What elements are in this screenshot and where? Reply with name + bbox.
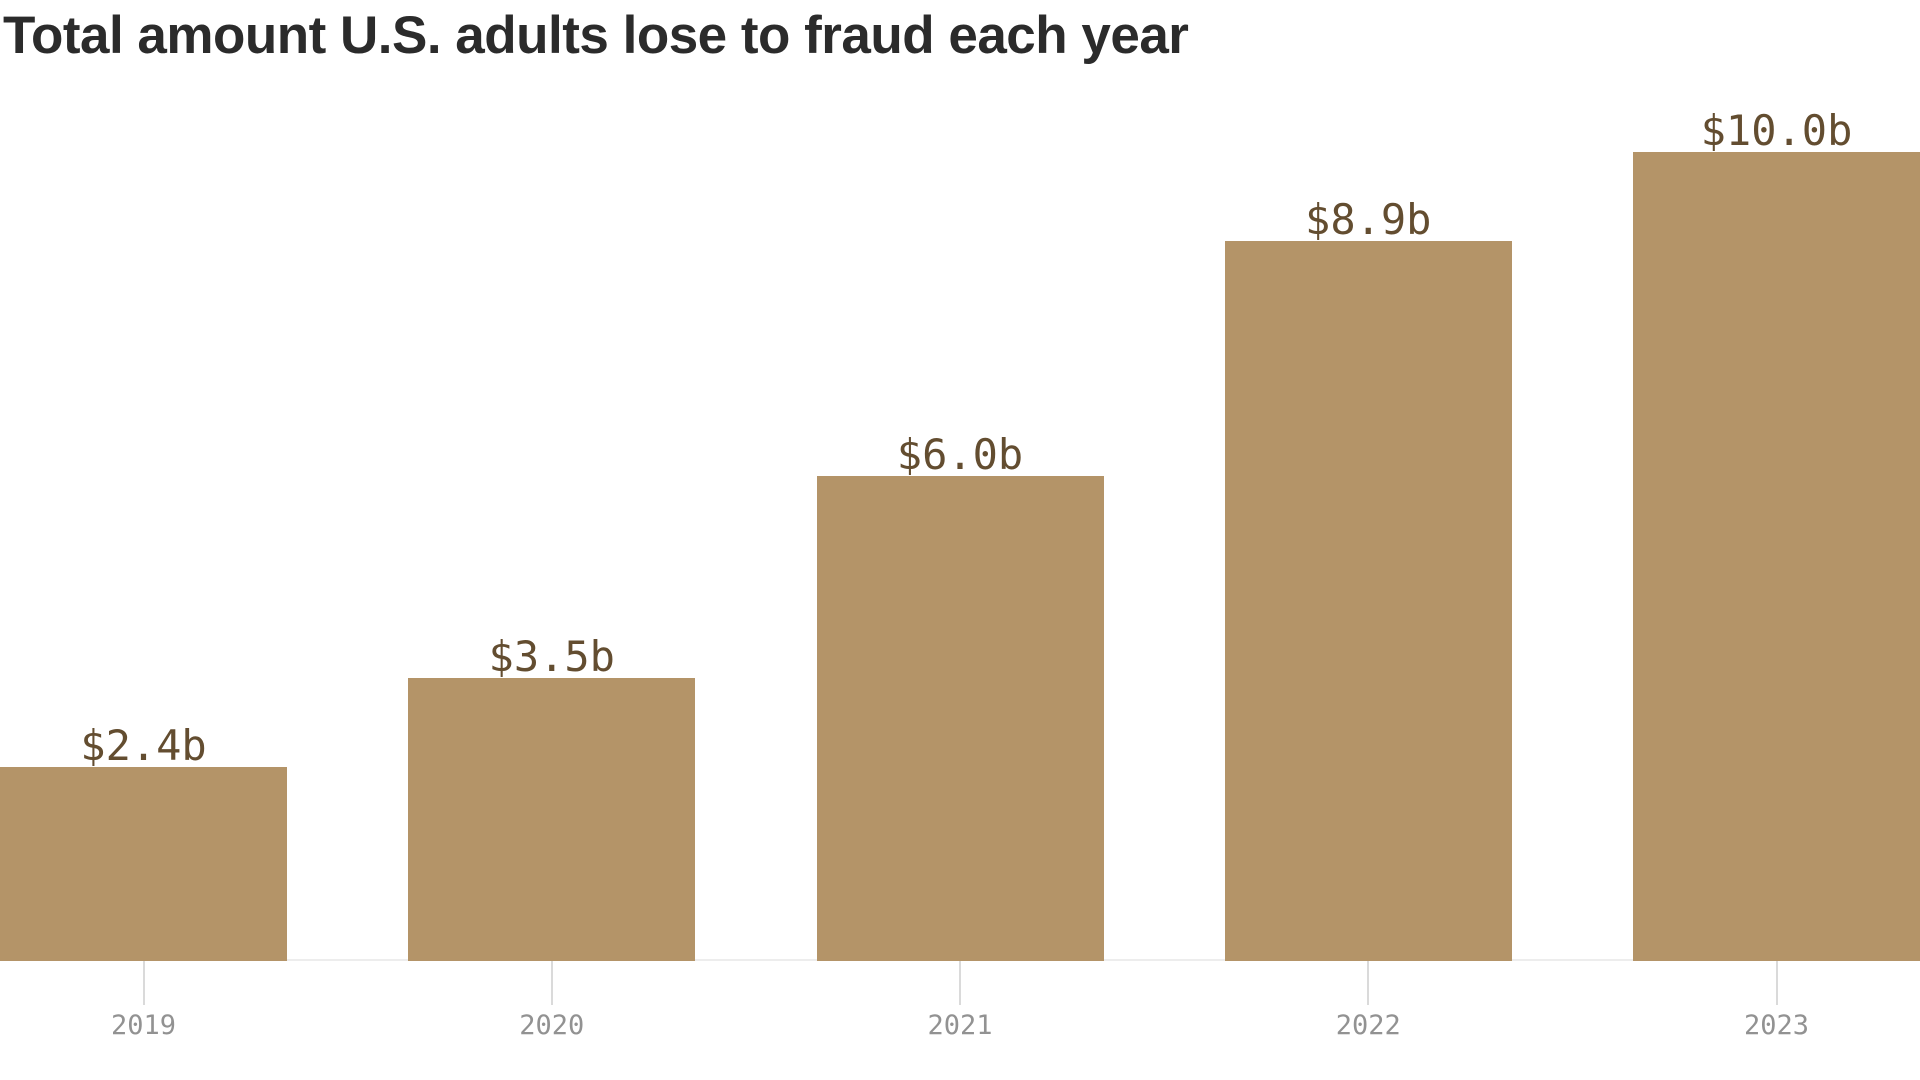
bar-2022 [1224, 241, 1512, 961]
x-axis-tick [1367, 961, 1370, 1005]
bar-value-label: $10.0b [1700, 106, 1853, 155]
chart-title: Total amount U.S. adults lose to fraud e… [3, 6, 1189, 65]
x-axis-tick-label: 2022 [1335, 1010, 1401, 1041]
x-axis-tick [959, 961, 961, 1005]
bar-value-label: $6.0b [896, 430, 1024, 479]
x-axis-tick [1775, 961, 1778, 1005]
bar-value-label: $3.5b [488, 632, 615, 681]
bar-value-label: $8.9b [1305, 195, 1432, 244]
bar-2019 [0, 767, 287, 961]
bar-value-label: $2.4b [80, 721, 207, 770]
x-axis-tick [142, 961, 145, 1005]
x-axis-tick-label: 2021 [927, 1010, 993, 1041]
x-axis-tick [550, 961, 553, 1005]
x-axis-tick-label: 2019 [110, 1010, 177, 1041]
bar-2020 [408, 678, 696, 961]
x-axis-tick-label: 2020 [519, 1010, 585, 1041]
x-axis-tick-label: 2023 [1743, 1010, 1810, 1041]
bar-2023 [1633, 152, 1920, 961]
bar-2021 [816, 476, 1104, 961]
